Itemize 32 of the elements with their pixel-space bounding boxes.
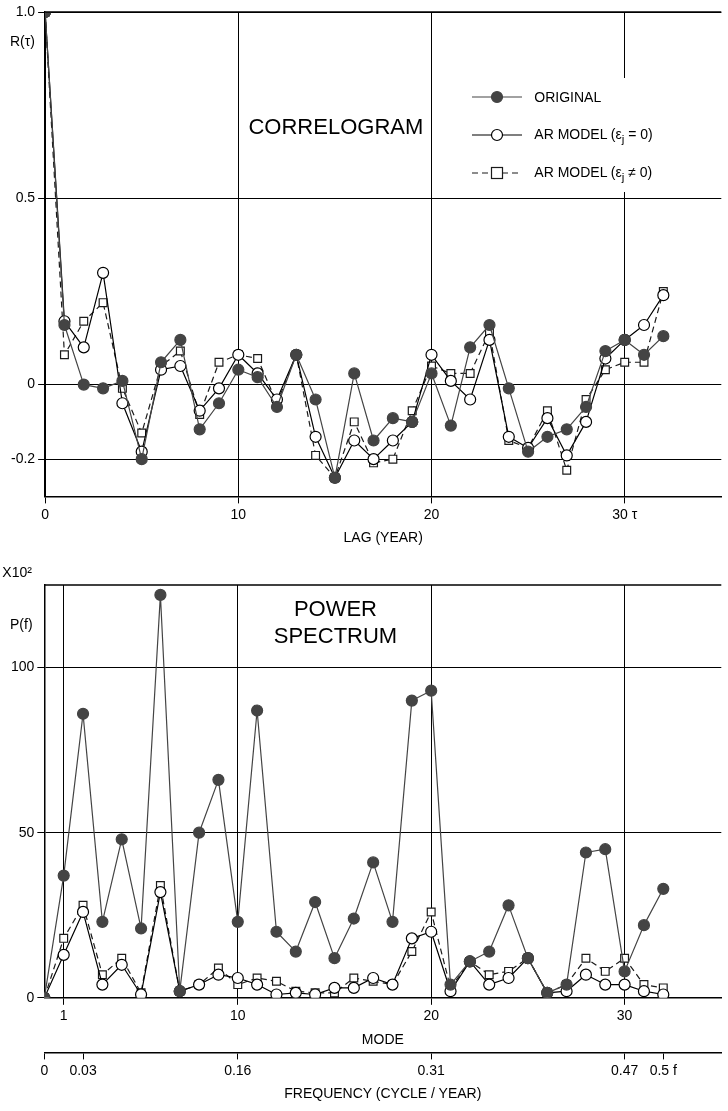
text: POWER SPECTRUM [273, 595, 398, 648]
text: CORRELOGRAM [248, 114, 424, 140]
x-tick-label: 30 [616, 1007, 633, 1024]
x2-tick-label: 0.47 [610, 1061, 639, 1078]
x-tick-label: 10 [230, 505, 247, 522]
legend-label: ORIGINAL [534, 89, 602, 105]
x-tick-label: 20 [423, 505, 440, 522]
y-tick-label: -0.2 [11, 450, 36, 466]
x2-tick-label: 0 [40, 1061, 49, 1078]
x2-tick-label: 0.03 [69, 1061, 97, 1078]
x-axis-title: LAG (YEAR) [343, 529, 423, 546]
text: X10² [2, 563, 33, 580]
x2-tick-label: 0.5 f [649, 1061, 677, 1078]
y-tick-label: 0.5 [15, 189, 36, 206]
y-tick-label: 100 [11, 658, 35, 675]
y-tick-label: 50 [18, 823, 35, 840]
legend-label: AR MODEL (ε$_{j}$ = 0) [534, 125, 653, 145]
legend-label: AR MODEL (ε$_{j}$ ≠ 0) [534, 163, 653, 183]
y-tick-label: 0 [26, 988, 35, 1005]
x-tick-label: 10 [229, 1007, 246, 1024]
x-tick-label: 0 [41, 505, 50, 522]
y-tick-label: 1.0 [15, 2, 36, 19]
y-tick-label: 0 [27, 375, 36, 392]
y-axis-title: P(f) [10, 615, 33, 632]
x2-axis-title: FREQUENCY (CYCLE / YEAR) [284, 1085, 482, 1102]
x-tick-label: 30 τ [612, 505, 638, 522]
y-axis-title: R(τ) [10, 32, 35, 49]
x-tick-label: 20 [423, 1007, 440, 1024]
x2-tick-label: 0.31 [417, 1061, 446, 1078]
x-tick-label: 1 [59, 1007, 68, 1024]
x2-tick-label: 0.16 [224, 1061, 252, 1078]
x-axis-title: MODE [361, 1030, 404, 1047]
